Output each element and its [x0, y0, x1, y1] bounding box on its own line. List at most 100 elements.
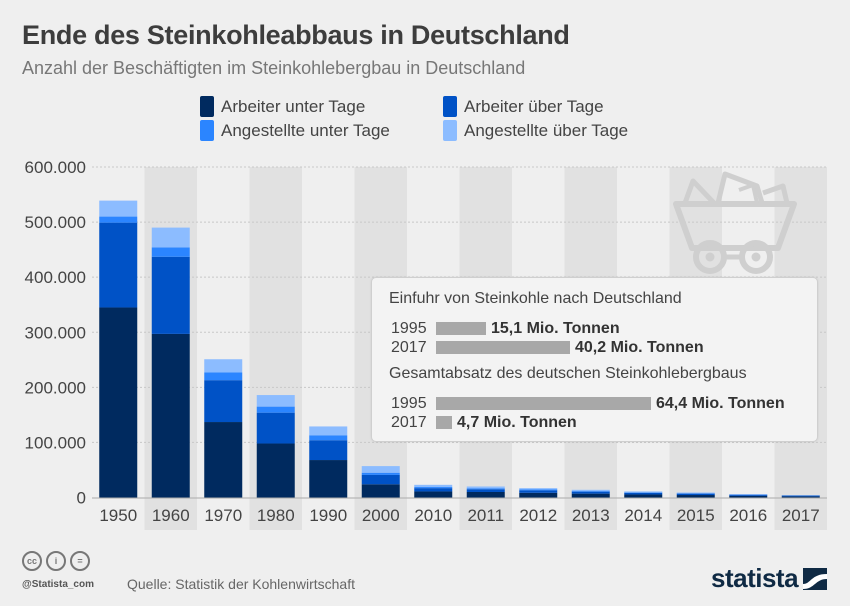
bar-segment[interactable] [204, 372, 243, 381]
bar-stack-2015[interactable] [676, 492, 715, 498]
info-row: 2017 4,7 Mio. Tonnen [391, 413, 577, 432]
bar-segment[interactable] [309, 426, 348, 436]
legend-label: Arbeiter unter Tage [221, 96, 366, 116]
bar-segment[interactable] [414, 491, 453, 498]
bar-stack-1950[interactable] [99, 200, 138, 498]
bar-stack-1960[interactable] [151, 227, 190, 498]
bar-segment[interactable] [466, 488, 505, 490]
statista-logo[interactable]: statista [711, 563, 828, 594]
bar-stack-1980[interactable] [256, 395, 295, 498]
bar-segment[interactable] [361, 472, 400, 475]
bar-stack-2000[interactable] [361, 466, 400, 498]
bar-segment[interactable] [151, 227, 190, 248]
bar-segment[interactable] [729, 495, 768, 498]
bar-segment[interactable] [624, 491, 663, 493]
cart-body [673, 201, 797, 251]
bar-stack-2010[interactable] [414, 484, 453, 498]
bar-segment[interactable] [624, 494, 663, 498]
bar-segment[interactable] [781, 496, 820, 498]
bar-segment[interactable] [361, 474, 400, 485]
x-tick-label: 1960 [152, 506, 190, 525]
bar-segment[interactable] [256, 412, 295, 444]
legend-item-arbeiter-unter-tage[interactable]: Arbeiter unter Tage [200, 96, 365, 117]
x-tick-label: 2016 [729, 506, 767, 525]
bar-stack-2017[interactable] [781, 495, 820, 498]
x-tick-label: 2017 [782, 506, 820, 525]
bar-segment[interactable] [204, 359, 243, 373]
bar-segment[interactable] [99, 216, 138, 223]
bar-segment[interactable] [151, 333, 190, 498]
bar-segment[interactable] [361, 466, 400, 473]
bar-segment[interactable] [99, 222, 138, 308]
info-row: 1995 64,4 Mio. Tonnen [391, 394, 785, 413]
bar-segment[interactable] [204, 422, 243, 498]
twitter-handle[interactable]: @Statista_com [22, 579, 94, 590]
bar-segment[interactable] [571, 489, 610, 492]
bar-segment[interactable] [676, 493, 715, 496]
bar-segment[interactable] [151, 247, 190, 257]
bar-segment[interactable] [466, 486, 505, 489]
bar-segment[interactable] [204, 380, 243, 423]
legend-item-angestellte-ueber-tage[interactable]: Angestellte über Tage [443, 120, 628, 141]
bar-segment[interactable] [519, 489, 558, 491]
bar-segment[interactable] [624, 492, 663, 495]
bar-segment[interactable] [571, 491, 610, 494]
bar-stack-2011[interactable] [466, 486, 505, 498]
bar-segment[interactable] [676, 492, 715, 494]
bar-segment[interactable] [414, 487, 453, 489]
cart-hub [705, 252, 715, 262]
bar-segment[interactable] [414, 484, 453, 488]
y-tick-label: 400.000 [25, 268, 86, 287]
info-bar [436, 397, 651, 410]
bar-segment[interactable] [256, 443, 295, 498]
bar-segment[interactable] [519, 492, 558, 498]
legend-item-angestellte-unter-tage[interactable]: Angestellte unter Tage [200, 120, 390, 141]
mining-cart-icon [673, 171, 797, 274]
bar-segment[interactable] [519, 490, 558, 493]
bar-segment[interactable] [571, 493, 610, 498]
bar-segment[interactable] [309, 460, 348, 498]
bar-stack-2013[interactable] [571, 489, 610, 498]
y-tick-label: 0 [77, 489, 86, 508]
bar-segment[interactable] [781, 495, 820, 497]
cc-icon[interactable]: cc [22, 551, 42, 571]
bar-segment[interactable] [571, 491, 610, 492]
bar-segment[interactable] [519, 488, 558, 490]
info-year: 2017 [391, 338, 427, 356]
bar-segment[interactable] [151, 256, 190, 334]
bar-segment[interactable] [624, 492, 663, 493]
bar-segment[interactable] [256, 406, 295, 413]
legend-swatch [200, 96, 214, 117]
info-value: 64,4 Mio. Tonnen [656, 394, 785, 412]
legend-item-arbeiter-ueber-tage[interactable]: Arbeiter über Tage [443, 96, 604, 117]
bar-stack-2014[interactable] [624, 491, 663, 498]
by-icon[interactable]: i [46, 551, 66, 571]
info-bar [436, 416, 452, 429]
x-tick-label: 2012 [519, 506, 557, 525]
bar-segment[interactable] [729, 494, 768, 496]
bar-stack-1990[interactable] [309, 426, 348, 498]
y-tick-label: 200.000 [25, 378, 86, 397]
bar-segment[interactable] [256, 395, 295, 407]
source-text: Quelle: Statistik der Kohlenwirtschaft [127, 576, 355, 592]
nd-icon[interactable]: = [70, 551, 90, 571]
bar-stack-2012[interactable] [519, 488, 558, 498]
bar-segment[interactable] [309, 440, 348, 461]
bar-segment[interactable] [414, 488, 453, 492]
bar-segment[interactable] [99, 200, 138, 217]
bar-segment[interactable] [361, 484, 400, 498]
legend-label: Arbeiter über Tage [464, 96, 604, 116]
bar-stack-1970[interactable] [204, 359, 243, 498]
bar-segment[interactable] [466, 489, 505, 492]
bar-segment[interactable] [676, 495, 715, 498]
info-value: 15,1 Mio. Tonnen [491, 319, 620, 337]
bar-segment[interactable] [309, 435, 348, 441]
legend: Arbeiter unter Tage Arbeiter über Tage A… [200, 96, 680, 146]
bar-stack-2016[interactable] [729, 494, 768, 498]
x-tick-label: 2014 [624, 506, 662, 525]
x-axis-ticks: 1950 1960 1970 1980 1990 2000 2010 2011 2012 2013… [99, 506, 819, 525]
bar-segment[interactable] [99, 307, 138, 498]
info-value: 4,7 Mio. Tonnen [457, 413, 577, 431]
bar-segment[interactable] [466, 491, 505, 498]
y-axis-ticks: 0 100.000 200.000 300.000 400.000 500.000 600.… [25, 158, 86, 508]
